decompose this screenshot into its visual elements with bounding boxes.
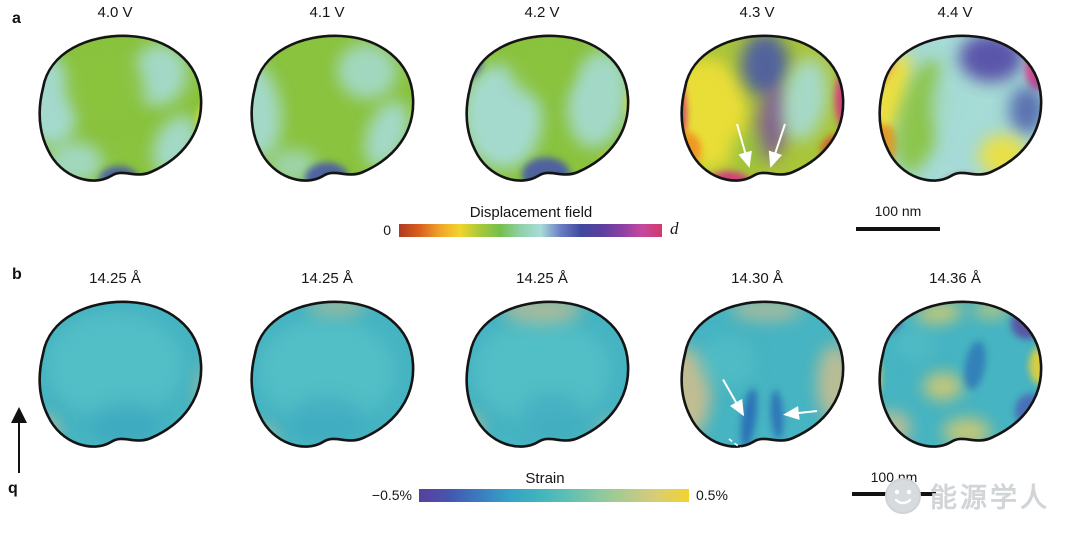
watermark: 能源学人: [884, 476, 1050, 515]
particle-a3-map: [442, 26, 642, 201]
particle-a4: 4.3 V: [652, 4, 862, 201]
displacement-colorbar-max: d: [670, 219, 679, 238]
particle-b2-map: [227, 292, 427, 467]
displacement-colorbar-min: 0: [383, 222, 391, 238]
particle-a3-label: 4.2 V: [524, 4, 560, 21]
particle-b3-label: 14.25 Å: [516, 270, 568, 287]
particle-b1-map: [15, 292, 215, 467]
q-axis-label: q: [8, 480, 18, 497]
particle-a3: 4.2 V: [437, 4, 647, 201]
scalebar-a-line: [856, 227, 940, 231]
panel-b-label: b: [12, 266, 22, 283]
particle-a4-map: [657, 26, 857, 201]
particle-a2: 4.1 V: [222, 4, 432, 201]
particle-a5-label: 4.4 V: [937, 4, 973, 21]
particle-b5-map: [855, 292, 1055, 467]
particle-a1: 4.0 V: [10, 4, 220, 201]
particle-a5-map: [855, 26, 1055, 201]
particle-b1: 14.25 Å: [10, 270, 220, 467]
q-axis-arrow: [11, 407, 27, 473]
particle-b2: 14.25 Å: [222, 270, 432, 467]
panel-a-label: a: [12, 10, 21, 27]
displacement-colorbar: [399, 224, 662, 237]
particle-b3-map: [442, 292, 642, 467]
watermark-logo-icon: [885, 477, 921, 514]
particle-a4-label: 4.3 V: [739, 4, 775, 21]
particle-b4: 14.30 Å: [652, 270, 862, 467]
particle-b4-map: [657, 292, 857, 467]
particle-b1-label: 14.25 Å: [89, 270, 141, 287]
displacement-colorbar-title: Displacement field: [469, 204, 593, 221]
strain-colorbar-max: 0.5%: [696, 487, 728, 503]
particle-a5: 4.4 V: [850, 4, 1060, 201]
strain-colorbar-min: −0.5%: [371, 487, 412, 503]
particle-a2-map: [227, 26, 427, 201]
particle-b5: 14.36 Å: [850, 270, 1060, 467]
particle-a2-label: 4.1 V: [309, 4, 345, 21]
strain-colorbar-title: Strain: [525, 470, 565, 487]
particle-b4-label: 14.30 Å: [731, 270, 783, 287]
scalebar-a-label: 100 nm: [874, 203, 922, 219]
particle-b3: 14.25 Å: [437, 270, 647, 467]
watermark-text: 能源学人: [930, 483, 1050, 513]
particle-b5-label: 14.36 Å: [929, 270, 981, 287]
particle-a1-map: [15, 26, 215, 201]
strain-colorbar: [419, 489, 689, 502]
particle-b2-label: 14.25 Å: [301, 270, 353, 287]
particle-a1-label: 4.0 V: [97, 4, 133, 21]
